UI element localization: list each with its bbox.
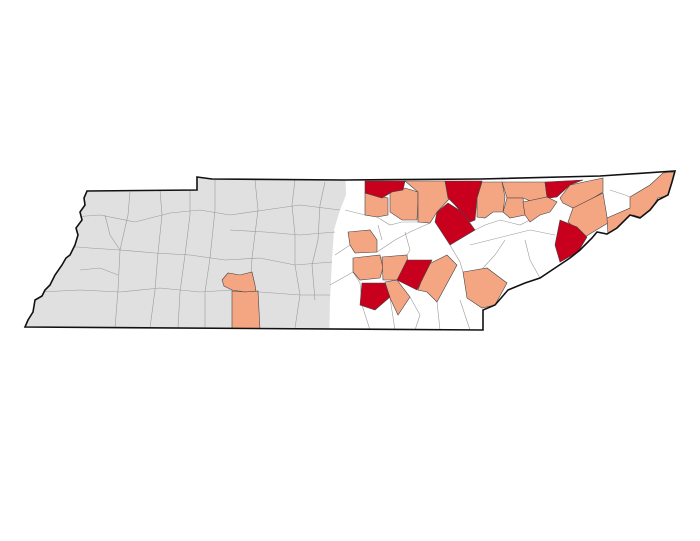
county-border <box>459 299 471 330</box>
county-high <box>396 259 433 291</box>
county-medium <box>221 271 257 293</box>
county-medium <box>352 254 384 281</box>
county-border <box>474 214 541 231</box>
county-border <box>149 189 163 329</box>
county-border <box>104 214 121 251</box>
county-medium <box>389 187 419 221</box>
east-county-borders <box>329 189 631 330</box>
county-border <box>59 204 341 223</box>
state-outline <box>23 170 677 331</box>
county-border <box>311 181 326 301</box>
county-border <box>344 209 418 226</box>
county-medium <box>231 290 261 330</box>
county-border <box>404 231 411 256</box>
county-border <box>389 297 396 330</box>
county-border <box>79 267 119 276</box>
county-medium <box>476 181 506 219</box>
county-high <box>434 202 476 246</box>
county-border <box>482 239 506 269</box>
county-high <box>444 180 483 223</box>
county-border <box>469 229 556 246</box>
county-border <box>177 190 191 329</box>
county-high <box>359 282 391 311</box>
county-medium <box>347 229 378 254</box>
county-border <box>377 224 383 241</box>
county-border <box>436 301 441 330</box>
county-border <box>49 244 333 266</box>
county-border <box>291 179 301 329</box>
west-region-inactive <box>25 171 346 330</box>
county-border <box>229 229 336 236</box>
county-medium <box>502 197 526 219</box>
county-high <box>544 179 584 199</box>
county-border <box>204 180 216 328</box>
county-border <box>329 271 371 330</box>
county-border <box>524 239 541 279</box>
highlighted-counties <box>221 171 675 330</box>
county-border <box>609 189 631 198</box>
county-medium <box>567 192 609 238</box>
county-medium <box>364 192 389 218</box>
county-high <box>364 180 406 199</box>
county-border <box>39 287 330 296</box>
county-border <box>409 296 421 330</box>
county-border <box>449 244 464 273</box>
